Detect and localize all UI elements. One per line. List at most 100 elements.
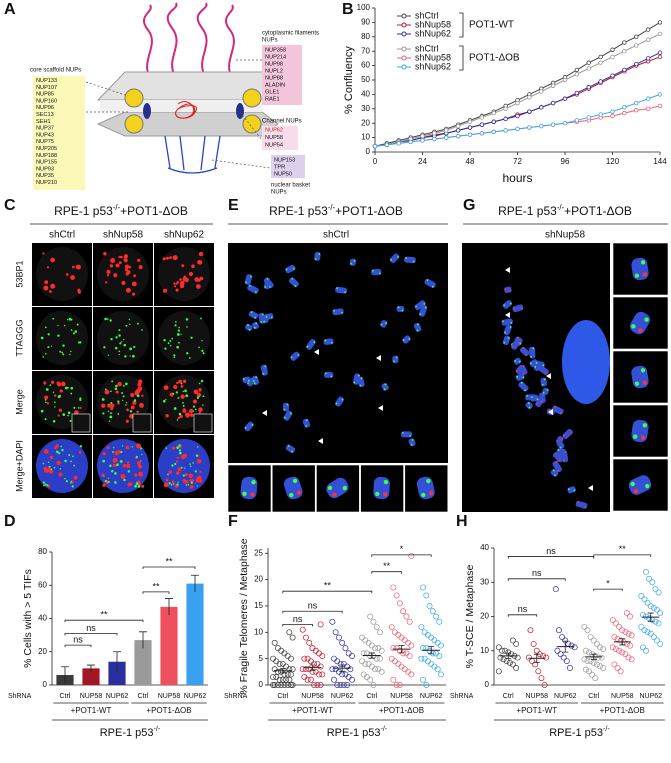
focus bbox=[178, 326, 180, 329]
chromosome bbox=[528, 346, 536, 359]
telomere bbox=[255, 291, 257, 294]
chromosome bbox=[373, 476, 390, 500]
focus bbox=[70, 460, 73, 463]
focus bbox=[137, 382, 142, 387]
focus bbox=[188, 357, 191, 359]
telomere bbox=[335, 402, 338, 405]
point bbox=[503, 128, 508, 133]
point bbox=[390, 645, 397, 652]
focus bbox=[109, 415, 113, 419]
point bbox=[436, 618, 443, 625]
telomere bbox=[522, 372, 525, 375]
nup-item: NUP96 bbox=[36, 105, 54, 111]
sig-label: ** bbox=[152, 581, 160, 591]
chromatid bbox=[240, 476, 258, 500]
chromatid bbox=[414, 300, 426, 311]
nup-item: NUP188 bbox=[36, 153, 57, 159]
point bbox=[586, 649, 592, 656]
x-tick-label: NUP62 bbox=[106, 693, 129, 700]
telomere bbox=[542, 391, 545, 394]
telomere bbox=[518, 360, 521, 363]
telomere bbox=[640, 435, 646, 440]
chromosome bbox=[381, 383, 389, 391]
telomere bbox=[417, 323, 419, 326]
point bbox=[657, 50, 663, 55]
arrowhead bbox=[588, 485, 593, 491]
point bbox=[347, 666, 354, 673]
point bbox=[610, 54, 615, 60]
telomere bbox=[431, 285, 434, 288]
legend-label: shNup58 bbox=[415, 52, 451, 62]
point bbox=[535, 668, 542, 675]
point bbox=[273, 674, 280, 681]
focus bbox=[173, 282, 176, 285]
chromatid bbox=[413, 322, 422, 332]
point bbox=[408, 642, 415, 649]
error-bar bbox=[590, 653, 597, 661]
focus bbox=[62, 344, 65, 347]
focus bbox=[107, 403, 112, 408]
filament bbox=[196, 2, 208, 77]
point bbox=[375, 645, 382, 652]
focus bbox=[118, 261, 122, 265]
telomere bbox=[380, 323, 383, 326]
telomere bbox=[513, 307, 515, 309]
point bbox=[377, 629, 383, 636]
telomere bbox=[520, 307, 523, 310]
chromatid bbox=[357, 376, 365, 388]
chromosome bbox=[392, 355, 399, 364]
point bbox=[586, 668, 592, 675]
focus bbox=[58, 472, 63, 477]
focus bbox=[58, 452, 61, 455]
chromosome bbox=[396, 305, 405, 313]
point bbox=[562, 96, 568, 101]
point bbox=[587, 634, 594, 641]
chromosome bbox=[247, 284, 259, 294]
focus bbox=[47, 333, 50, 336]
chromosome bbox=[323, 338, 334, 345]
point bbox=[438, 671, 444, 678]
point bbox=[396, 682, 403, 688]
point bbox=[444, 135, 449, 140]
point bbox=[515, 126, 520, 132]
nup-item: NUP358 bbox=[265, 47, 286, 53]
point bbox=[455, 123, 461, 129]
point bbox=[568, 642, 575, 649]
point bbox=[362, 637, 369, 644]
point bbox=[622, 628, 629, 635]
chromosome bbox=[402, 335, 411, 344]
point bbox=[625, 654, 632, 661]
chromatid bbox=[263, 277, 274, 289]
point bbox=[600, 646, 607, 652]
legend-marker bbox=[401, 22, 407, 28]
focus bbox=[132, 400, 137, 405]
point bbox=[331, 676, 337, 683]
point bbox=[643, 613, 649, 620]
focus bbox=[198, 388, 202, 392]
focus bbox=[73, 406, 76, 409]
telomere bbox=[293, 267, 295, 270]
point bbox=[527, 627, 534, 634]
focus bbox=[52, 419, 56, 423]
telomere bbox=[248, 379, 250, 382]
focus bbox=[123, 338, 125, 341]
y-tick-label: 0 bbox=[259, 680, 264, 689]
basket bbox=[164, 135, 221, 174]
point bbox=[403, 613, 410, 620]
chromatid bbox=[335, 396, 344, 407]
point bbox=[586, 84, 591, 90]
telomere bbox=[520, 381, 523, 384]
telomere bbox=[397, 306, 400, 309]
focus bbox=[52, 317, 55, 320]
point bbox=[372, 645, 379, 652]
nup-item: NUP210 bbox=[36, 180, 57, 186]
chromosome bbox=[389, 253, 400, 264]
connector bbox=[85, 81, 130, 113]
point bbox=[276, 676, 283, 683]
telomere bbox=[401, 309, 404, 312]
y-tick-label: 10 bbox=[480, 646, 489, 655]
point bbox=[554, 647, 561, 654]
focus bbox=[141, 394, 144, 397]
legend-marker bbox=[401, 31, 407, 37]
telomere bbox=[522, 376, 525, 379]
